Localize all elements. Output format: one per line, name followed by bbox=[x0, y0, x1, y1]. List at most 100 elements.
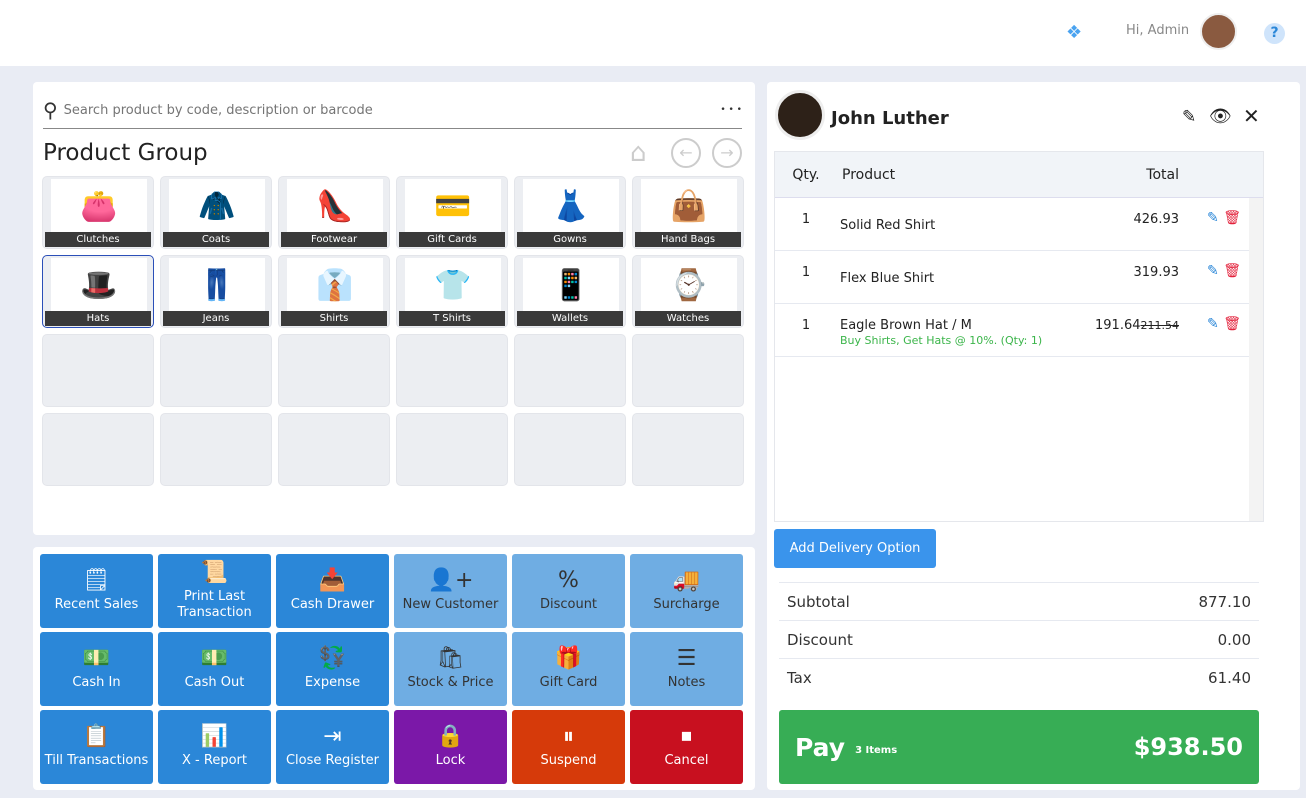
empty-tile bbox=[632, 334, 744, 407]
action-button[interactable]: ⏸ Suspend bbox=[512, 710, 625, 784]
product-group-tile[interactable]: 💳 Gift Cards bbox=[396, 176, 508, 249]
forward-icon[interactable]: → bbox=[712, 138, 742, 168]
product-group-tile[interactable]: 👜 Hand Bags bbox=[632, 176, 744, 249]
product-group-tile[interactable]: 👔 Shirts bbox=[278, 255, 390, 328]
delete-item-icon[interactable]: 🗑 bbox=[1223, 263, 1241, 279]
action-button[interactable]: 👤+ New Customer bbox=[394, 554, 507, 628]
item-qty: 1 bbox=[801, 318, 811, 333]
action-button[interactable]: 💵 Cash Out bbox=[158, 632, 271, 706]
action-button[interactable]: 🚚 Surcharge bbox=[630, 554, 743, 628]
action-button[interactable]: 🗒 Recent Sales bbox=[40, 554, 153, 628]
product-image: 👛 bbox=[51, 179, 147, 234]
action-button[interactable]: 📋 Till Transactions bbox=[40, 710, 153, 784]
cart-row[interactable]: 1 Solid Red Shirt 426.93 ✎ 🗑 bbox=[775, 198, 1263, 251]
items-count: 3 Items bbox=[855, 744, 898, 756]
empty-tile bbox=[42, 334, 154, 407]
action-label: Cancel bbox=[664, 753, 709, 768]
product-group-tile[interactable]: 👠 Footwear bbox=[278, 176, 390, 249]
discount-label: Discount bbox=[787, 630, 853, 649]
view-customer-icon[interactable]: 👁 bbox=[1209, 106, 1232, 127]
product-image: 🧥 bbox=[169, 179, 265, 234]
item-total-cell: 319.93 bbox=[1087, 265, 1180, 280]
col-qty: Qty. bbox=[792, 166, 820, 183]
action-button[interactable]: 💱 Expense bbox=[276, 632, 389, 706]
action-label: Lock bbox=[435, 753, 466, 768]
cart-header: Qty. Product Total bbox=[775, 152, 1263, 198]
cart-panel bbox=[767, 82, 1300, 790]
product-image: 👜 bbox=[641, 179, 737, 234]
action-button[interactable]: 📥 Cash Drawer bbox=[276, 554, 389, 628]
action-icon: 📜 bbox=[200, 560, 229, 585]
back-icon[interactable]: ← bbox=[671, 138, 701, 168]
product-group-tile[interactable]: 👗 Gowns bbox=[514, 176, 626, 249]
col-total: Total bbox=[1146, 166, 1179, 183]
edit-item-icon[interactable]: ✎ bbox=[1207, 316, 1219, 332]
product-group-tile[interactable]: 🧥 Coats bbox=[160, 176, 272, 249]
action-icon: 📊 bbox=[200, 724, 229, 749]
action-label: Cash Drawer bbox=[290, 597, 375, 612]
tile-label: Watches bbox=[635, 311, 741, 326]
action-button[interactable]: 📊 X - Report bbox=[158, 710, 271, 784]
search-bar[interactable]: ⚲ • • • bbox=[43, 92, 742, 129]
more-options-icon[interactable]: • • • bbox=[720, 105, 742, 115]
cart-row[interactable]: 1 Flex Blue Shirt 319.93 ✎ 🗑 bbox=[775, 251, 1263, 304]
pay-button[interactable]: Pay 3 Items $938.50 bbox=[779, 710, 1259, 784]
scrollbar[interactable] bbox=[1249, 198, 1263, 521]
add-delivery-button[interactable]: Add Delivery Option bbox=[774, 529, 936, 568]
action-icon: 💱 bbox=[318, 646, 347, 671]
action-button[interactable]: ⇥ Close Register bbox=[276, 710, 389, 784]
subtotal-row: Subtotal 877.10 bbox=[779, 582, 1259, 620]
edit-customer-icon[interactable]: ✎ bbox=[1182, 107, 1197, 127]
product-group-tile[interactable]: 🎩 Hats bbox=[42, 255, 154, 328]
product-group-tile[interactable]: 👖 Jeans bbox=[160, 255, 272, 328]
apps-icon[interactable]: ❖ bbox=[1066, 22, 1083, 43]
home-icon[interactable]: ⌂ bbox=[630, 138, 647, 168]
item-total: 319.93 bbox=[1133, 265, 1180, 280]
delete-item-icon[interactable]: 🗑 bbox=[1223, 210, 1241, 226]
action-label: New Customer bbox=[402, 597, 499, 612]
action-button[interactable]: 🔒 Lock bbox=[394, 710, 507, 784]
action-button[interactable]: % Discount bbox=[512, 554, 625, 628]
edit-item-icon[interactable]: ✎ bbox=[1207, 263, 1219, 279]
subtotal-label: Subtotal bbox=[787, 592, 850, 611]
search-input[interactable] bbox=[63, 102, 721, 118]
delete-item-icon[interactable]: 🗑 bbox=[1223, 316, 1241, 332]
action-button[interactable]: 🎁 Gift Card bbox=[512, 632, 625, 706]
action-icon: 💵 bbox=[200, 646, 229, 671]
avatar[interactable] bbox=[1200, 13, 1237, 50]
tile-label: Shirts bbox=[281, 311, 387, 326]
product-image: 👖 bbox=[169, 258, 265, 313]
product-group-tile[interactable]: ⌚ Watches bbox=[632, 255, 744, 328]
col-product: Product bbox=[842, 166, 896, 183]
action-button[interactable]: ☰ Notes bbox=[630, 632, 743, 706]
page-title: Product Group bbox=[43, 140, 208, 166]
product-group-tile[interactable]: 👕 T Shirts bbox=[396, 255, 508, 328]
action-icon: ⏸ bbox=[562, 724, 574, 749]
tile-label: Hats bbox=[45, 311, 151, 326]
action-label: Expense bbox=[304, 675, 361, 690]
help-icon[interactable]: ? bbox=[1264, 23, 1285, 44]
close-customer-icon[interactable]: ✕ bbox=[1243, 104, 1260, 128]
tile-label: Clutches bbox=[45, 232, 151, 247]
action-label: X - Report bbox=[182, 753, 247, 768]
edit-item-icon[interactable]: ✎ bbox=[1207, 210, 1219, 226]
product-group-tile[interactable]: 👛 Clutches bbox=[42, 176, 154, 249]
action-label: Suspend bbox=[540, 753, 597, 768]
action-button[interactable]: 💵 Cash In bbox=[40, 632, 153, 706]
tax-value: 61.40 bbox=[1208, 668, 1251, 687]
tile-label: T Shirts bbox=[399, 311, 505, 326]
product-group-tile[interactable]: 📱 Wallets bbox=[514, 255, 626, 328]
action-icon: 🗒 bbox=[82, 568, 111, 593]
empty-tile bbox=[396, 413, 508, 486]
cart-row[interactable]: 1 Eagle Brown Hat / M Buy Shirts, Get Hat… bbox=[775, 304, 1263, 357]
action-button[interactable]: ⏹ Cancel bbox=[630, 710, 743, 784]
item-name-cell: Eagle Brown Hat / M Buy Shirts, Get Hats … bbox=[837, 318, 1087, 348]
empty-tile bbox=[396, 334, 508, 407]
action-icon: ⇥ bbox=[323, 724, 342, 749]
action-label: Till Transactions bbox=[44, 753, 149, 768]
action-button[interactable]: 🛍 Stock & Price bbox=[394, 632, 507, 706]
tile-label: Hand Bags bbox=[635, 232, 741, 247]
action-icon: % bbox=[558, 568, 579, 593]
action-icon: 📋 bbox=[82, 724, 111, 749]
action-button[interactable]: 📜 Print Last Transaction bbox=[158, 554, 271, 628]
